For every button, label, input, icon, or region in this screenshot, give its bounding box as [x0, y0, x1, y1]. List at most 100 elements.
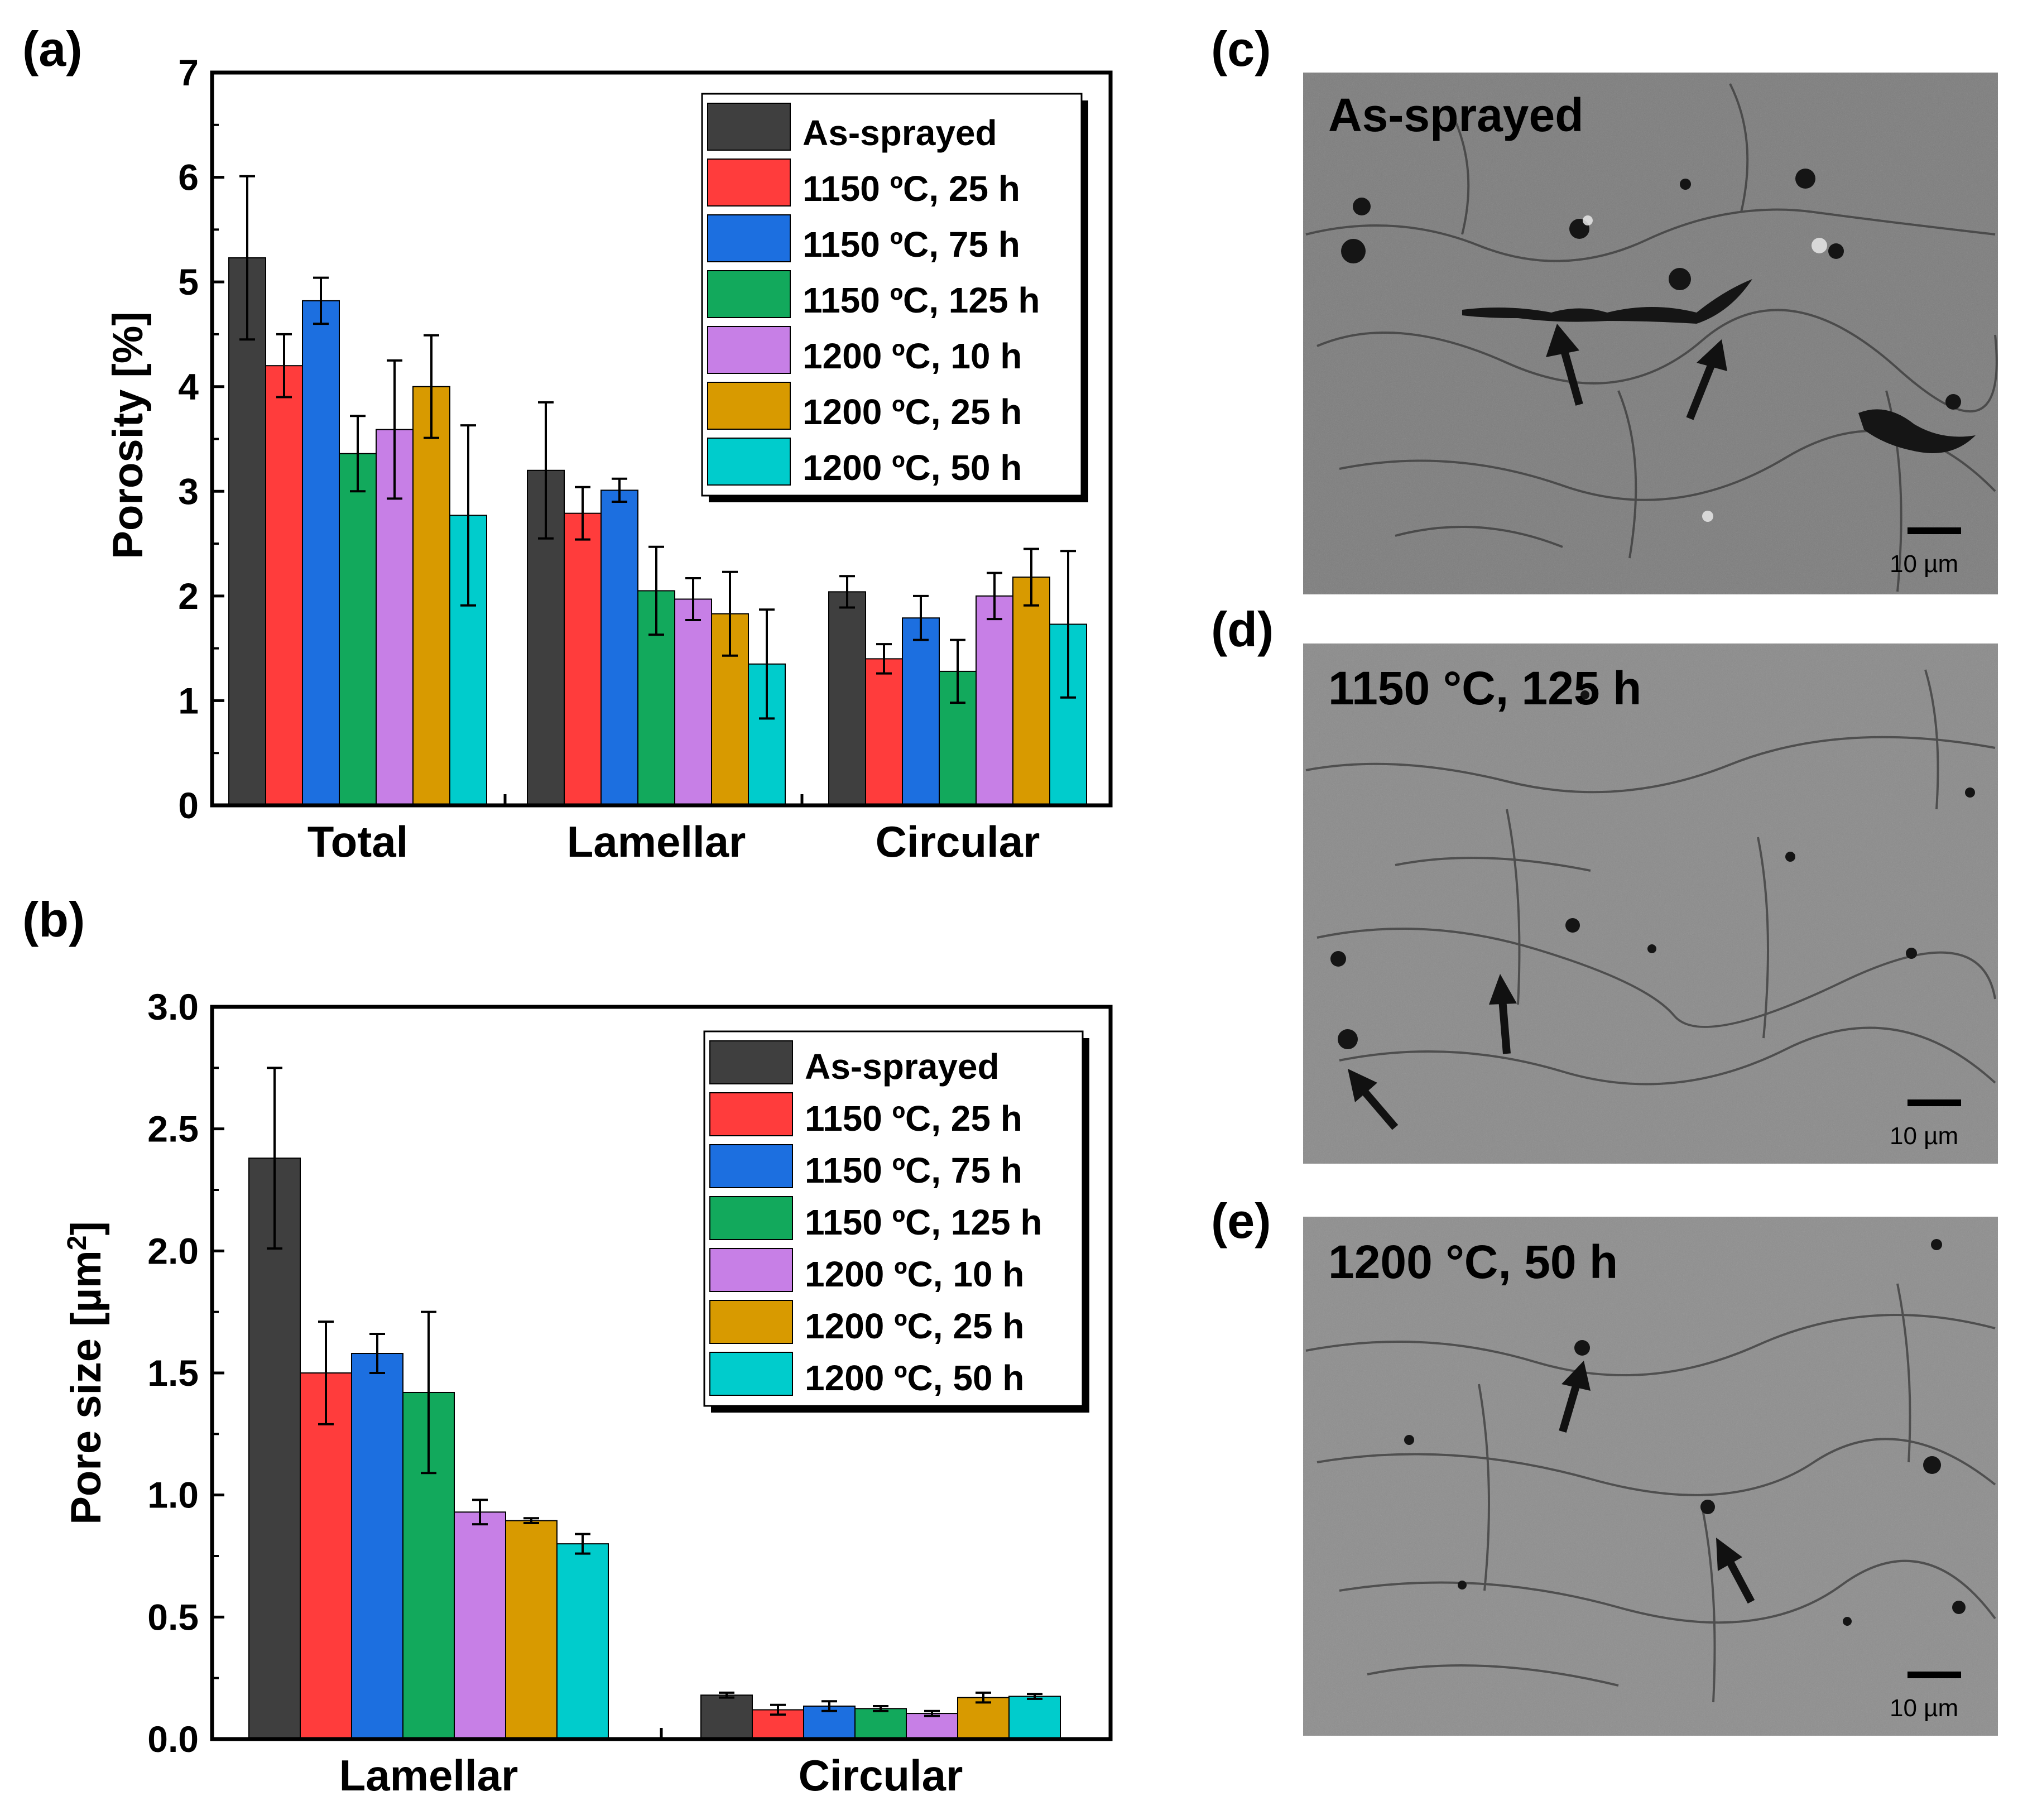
bar-circular-1200-c-25-h — [957, 1697, 1010, 1740]
error-bar-lamellar-1200-c-50-h — [759, 608, 775, 720]
panel-label-e: (e) — [1211, 1193, 1271, 1248]
legend: As-sprayed 1150 ºC, 25 h 1150 ºC, 75 h 1150… — [701, 93, 1088, 502]
error-bar-total-1150-c-125-h — [350, 415, 366, 493]
legend-label-1150-c-125-h: 1150 ºC, 125 h — [803, 280, 1040, 320]
error-bar-circular-1150-c-25-h — [876, 643, 892, 675]
bar-circular-1200-c-50-h — [1008, 1696, 1061, 1740]
error-bar-circular-1150-c-125-h — [950, 638, 965, 704]
micrograph-e-pores — [1404, 1239, 1966, 1626]
legend-label-1200-c-10-h: 1200 ºC, 10 h — [805, 1254, 1024, 1294]
micrograph-d-scale-label: 10 µm — [1890, 1122, 1958, 1150]
y-tick-label: 2 — [178, 575, 199, 617]
category-label-total: Total — [307, 817, 409, 866]
bar-circular-1200-c-10-h — [976, 595, 1013, 806]
bar-total-1150-c-75-h — [302, 300, 340, 806]
legend-label-as-sprayed: As-sprayed — [805, 1046, 1000, 1087]
bar-lamellar-1200-c-25-h — [505, 1520, 558, 1740]
legend-swatch-1150-c-75-h — [709, 1144, 793, 1188]
legend-swatch-1200-c-50-h — [709, 1352, 793, 1396]
pore-size-chart: Pore size [µm2] Lamellar Circular 0.0 0.5 1.… — [63, 986, 1113, 1800]
y-tick-label: 3 — [178, 470, 199, 512]
bar-lamellar-1150-c-25-h — [300, 1372, 352, 1740]
bar-lamellar-1150-c-75-h — [600, 489, 638, 806]
micrograph-d-texture — [1303, 644, 1998, 1164]
category-label-lamellar: Lamellar — [567, 817, 746, 866]
bar-total-1150-c-25-h — [265, 365, 303, 806]
micrograph-c-arrows — [1546, 324, 1727, 420]
legend-label-1200-c-10-h: 1200 ºC, 10 h — [803, 336, 1022, 376]
legend-label-1200-c-25-h: 1200 ºC, 25 h — [803, 392, 1022, 432]
bar-circular-as-sprayed — [828, 591, 866, 806]
y-tick-label: 2.5 — [147, 1108, 199, 1150]
error-bar-circular-1150-c-25-h — [770, 1703, 786, 1716]
legend-swatch-1150-c-125-h — [707, 270, 791, 318]
error-bar-total-1200-c-50-h — [460, 424, 476, 607]
bar-circular-1150-c-125-h — [854, 1708, 907, 1740]
micrograph-d: 1150 °C, 125 h 10 µm — [1303, 644, 1998, 1164]
error-bar-circular-1200-c-50-h — [1060, 550, 1076, 699]
legend-swatch-1150-c-25-h — [709, 1092, 793, 1136]
y-tick-label: 4 — [178, 366, 199, 407]
legend-swatch-1200-c-10-h — [707, 326, 791, 374]
pore-size-y-axis-title: Pore size [µm2] — [63, 1221, 110, 1525]
micrograph-c-scale-bar — [1908, 527, 1961, 534]
panel-label-c: (c) — [1211, 21, 1271, 76]
micrograph-d-scale-bar — [1908, 1099, 1961, 1106]
y-tick-label: 0.5 — [147, 1596, 199, 1637]
legend-swatch-as-sprayed — [709, 1040, 793, 1084]
legend-label-1150-c-25-h: 1150 ºC, 25 h — [805, 1098, 1022, 1139]
error-bar-circular-as-sprayed — [719, 1691, 734, 1699]
bar-circular-1200-c-10-h — [906, 1713, 958, 1740]
micrograph-e-scale-label: 10 µm — [1890, 1694, 1958, 1722]
category-label-lamellar: Lamellar — [339, 1751, 518, 1800]
legend-swatch-1150-c-75-h — [707, 214, 791, 262]
pore-size-y-axis-title-sup: 2 — [63, 1236, 92, 1251]
micrograph-e-arrows — [1559, 1361, 1755, 1604]
porosity-chart: Porosity [%] Total Lamellar Circular 0 1 2 3 4 5… — [104, 52, 1113, 866]
bar-lamellar-1200-c-10-h — [454, 1511, 506, 1740]
category-label-circular: Circular — [876, 817, 1040, 866]
error-bar-lamellar-1150-c-25-h — [318, 1320, 334, 1425]
panel-label-a: (a) — [22, 21, 83, 76]
y-tick-label: 6 — [178, 157, 199, 198]
micrograph-c-scale-label: 10 µm — [1890, 550, 1958, 578]
legend-label-as-sprayed: As-sprayed — [803, 113, 997, 153]
legend-swatch-1200-c-10-h — [709, 1248, 793, 1292]
legend-swatch-as-sprayed — [707, 103, 791, 151]
legend-label-1150-c-125-h: 1150 ºC, 125 h — [805, 1202, 1042, 1242]
micrograph-e-title: 1200 °C, 50 h — [1328, 1236, 1618, 1288]
error-bar-circular-1200-c-50-h — [1027, 1693, 1042, 1700]
micrograph-c-pores — [1341, 169, 1976, 453]
micrograph-d-splat-boundaries — [1305, 669, 1996, 1086]
bar-circular-as-sprayed — [700, 1694, 753, 1740]
y-tick-label: 0 — [178, 785, 199, 826]
legend-label-1150-c-25-h: 1150 ºC, 25 h — [803, 169, 1020, 209]
pore-size-y-axis-title-main: Pore size [µm — [63, 1250, 110, 1525]
error-bar-circular-1200-c-25-h — [1024, 548, 1039, 607]
legend-swatch-1200-c-50-h — [707, 438, 791, 486]
error-bar-total-as-sprayed — [239, 175, 255, 341]
bar-total-1200-c-25-h — [412, 386, 450, 806]
error-bar-lamellar-1200-c-10-h — [685, 577, 701, 621]
error-bar-circular-1150-c-75-h — [913, 594, 929, 641]
legend-label-1200-c-50-h: 1200 ºC, 50 h — [805, 1358, 1024, 1398]
y-tick-label: 1.5 — [147, 1352, 199, 1394]
legend-swatch-1200-c-25-h — [709, 1300, 793, 1344]
y-tick-label: 1.0 — [147, 1475, 199, 1516]
legend-swatch-1150-c-125-h — [709, 1196, 793, 1240]
bar-lamellar-1150-c-25-h — [564, 512, 602, 806]
legend-label-1200-c-50-h: 1200 ºC, 50 h — [803, 448, 1022, 488]
error-bar-lamellar-as-sprayed — [538, 401, 554, 540]
error-bar-lamellar-1200-c-25-h — [722, 570, 738, 657]
micrograph-c-texture — [1303, 73, 1998, 594]
error-bar-circular-1200-c-25-h — [976, 1691, 991, 1704]
pore-size-y-axis-title-close: ] — [63, 1221, 110, 1235]
error-bar-circular-1150-c-125-h — [873, 1704, 888, 1712]
error-bar-lamellar-1150-c-25-h — [575, 486, 590, 541]
error-bar-circular-1200-c-10-h — [924, 1709, 940, 1717]
legend-swatch-1200-c-25-h — [707, 382, 791, 430]
micrograph-d-title: 1150 °C, 125 h — [1328, 662, 1641, 714]
legend-swatch-1150-c-25-h — [707, 159, 791, 207]
error-bar-lamellar-1150-c-125-h — [421, 1310, 436, 1475]
